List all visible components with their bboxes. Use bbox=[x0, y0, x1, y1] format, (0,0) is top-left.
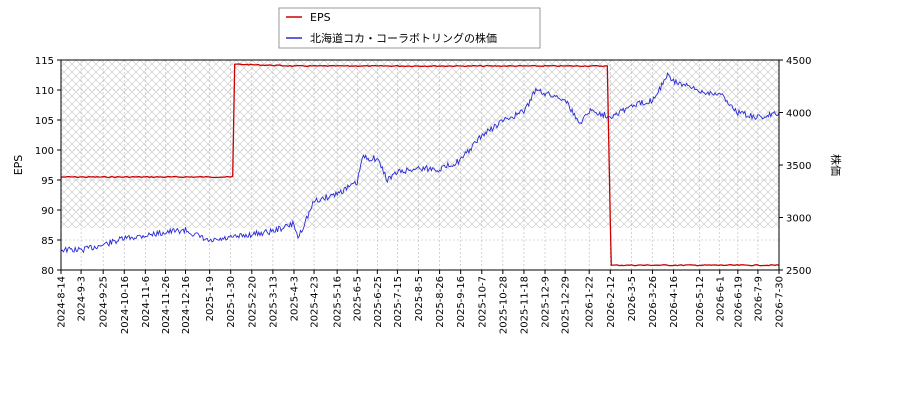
x-tick-label: 2025-6-25 bbox=[373, 276, 384, 328]
x-tick-label: 2024-9-3 bbox=[77, 276, 88, 321]
x-tick-label: 2025-8-26 bbox=[435, 276, 446, 328]
x-tick-label: 2024-9-25 bbox=[99, 276, 110, 328]
x-tick-label: 2025-5-16 bbox=[333, 276, 344, 328]
x-tick-label: 2024-8-14 bbox=[57, 276, 68, 328]
right-axis: 2500 3000 3500 4000 4500 bbox=[779, 56, 811, 277]
right-tick-label: 3500 bbox=[786, 161, 811, 172]
x-tick-label: 2025-2-20 bbox=[247, 276, 258, 328]
right-tick-label: 4000 bbox=[786, 109, 811, 120]
left-tick-label: 110 bbox=[35, 86, 54, 97]
x-tick-label: 2025-4-3 bbox=[289, 276, 300, 321]
hatch-fill bbox=[61, 60, 779, 228]
legend-eps-label: EPS bbox=[310, 11, 331, 24]
left-tick-label: 80 bbox=[41, 266, 54, 277]
x-tick-label: 2026-3-5 bbox=[627, 276, 638, 321]
right-tick-label: 2500 bbox=[786, 266, 811, 277]
x-tick-label: 2025-10-7 bbox=[477, 276, 488, 328]
legend-price-label: 北海道コカ・コーラボトリングの株価 bbox=[310, 31, 497, 45]
right-tick-label: 4500 bbox=[786, 56, 811, 67]
x-axis: 2024-8-14 2024-9-3 2024-9-25 2024-10-16 2024… bbox=[57, 270, 786, 334]
x-tick-label: 2025-11-18 bbox=[519, 276, 530, 334]
x-tick-label: 2025-1-9 bbox=[205, 276, 216, 321]
x-tick-label: 2026-6-1 bbox=[715, 276, 726, 321]
x-tick-label: 2026-2-12 bbox=[606, 276, 617, 328]
x-tick-label: 2025-8-5 bbox=[414, 276, 425, 321]
left-axis: 80 85 90 95 100 105 110 115 bbox=[35, 56, 61, 277]
x-tick-label: 2026-7-30 bbox=[775, 276, 786, 328]
x-tick-label: 2026-3-26 bbox=[648, 276, 659, 328]
price-series-line bbox=[61, 72, 779, 254]
legend: EPS 北海道コカ・コーラボトリングの株価 bbox=[278, 7, 541, 49]
x-tick-label: 2025-6-5 bbox=[353, 276, 364, 321]
eps-series-line bbox=[61, 63, 779, 267]
left-tick-label: 85 bbox=[41, 236, 54, 247]
legend-box bbox=[278, 7, 541, 49]
grid bbox=[60, 59, 780, 271]
x-tick-label: 2026-5-12 bbox=[695, 276, 706, 328]
left-axis-title: EPS bbox=[12, 155, 25, 176]
x-tick-label: 2024-11-6 bbox=[141, 276, 152, 328]
plot-area bbox=[60, 59, 780, 271]
left-tick-label: 105 bbox=[35, 116, 54, 127]
x-tick-label: 2025-12-29 bbox=[561, 276, 572, 334]
x-tick-label: 2026-4-16 bbox=[669, 276, 680, 328]
x-tick-label: 2025-12-9 bbox=[541, 276, 552, 328]
left-tick-label: 90 bbox=[41, 206, 54, 217]
x-tick-label: 2024-10-16 bbox=[120, 276, 131, 334]
x-tick-label: 2025-7-15 bbox=[393, 276, 404, 328]
left-tick-label: 115 bbox=[35, 56, 54, 67]
x-tick-label: 2026-1-22 bbox=[585, 276, 596, 328]
x-tick-label: 2025-10-28 bbox=[498, 276, 509, 334]
x-tick-label: 2024-12-16 bbox=[181, 276, 192, 334]
x-tick-label: 2026-7-9 bbox=[753, 276, 764, 321]
right-axis-title: 株価 bbox=[829, 154, 843, 176]
x-tick-label: 2025-4-23 bbox=[310, 276, 321, 328]
x-tick-label: 2026-6-19 bbox=[733, 276, 744, 328]
x-tick-label: 2025-9-16 bbox=[456, 276, 467, 328]
left-tick-label: 100 bbox=[35, 146, 54, 157]
x-tick-label: 2025-3-13 bbox=[268, 276, 279, 328]
right-tick-label: 3000 bbox=[786, 214, 811, 225]
x-tick-label: 2025-1-30 bbox=[226, 276, 237, 328]
left-tick-label: 95 bbox=[41, 176, 54, 187]
x-tick-label: 2024-11-26 bbox=[161, 276, 172, 334]
